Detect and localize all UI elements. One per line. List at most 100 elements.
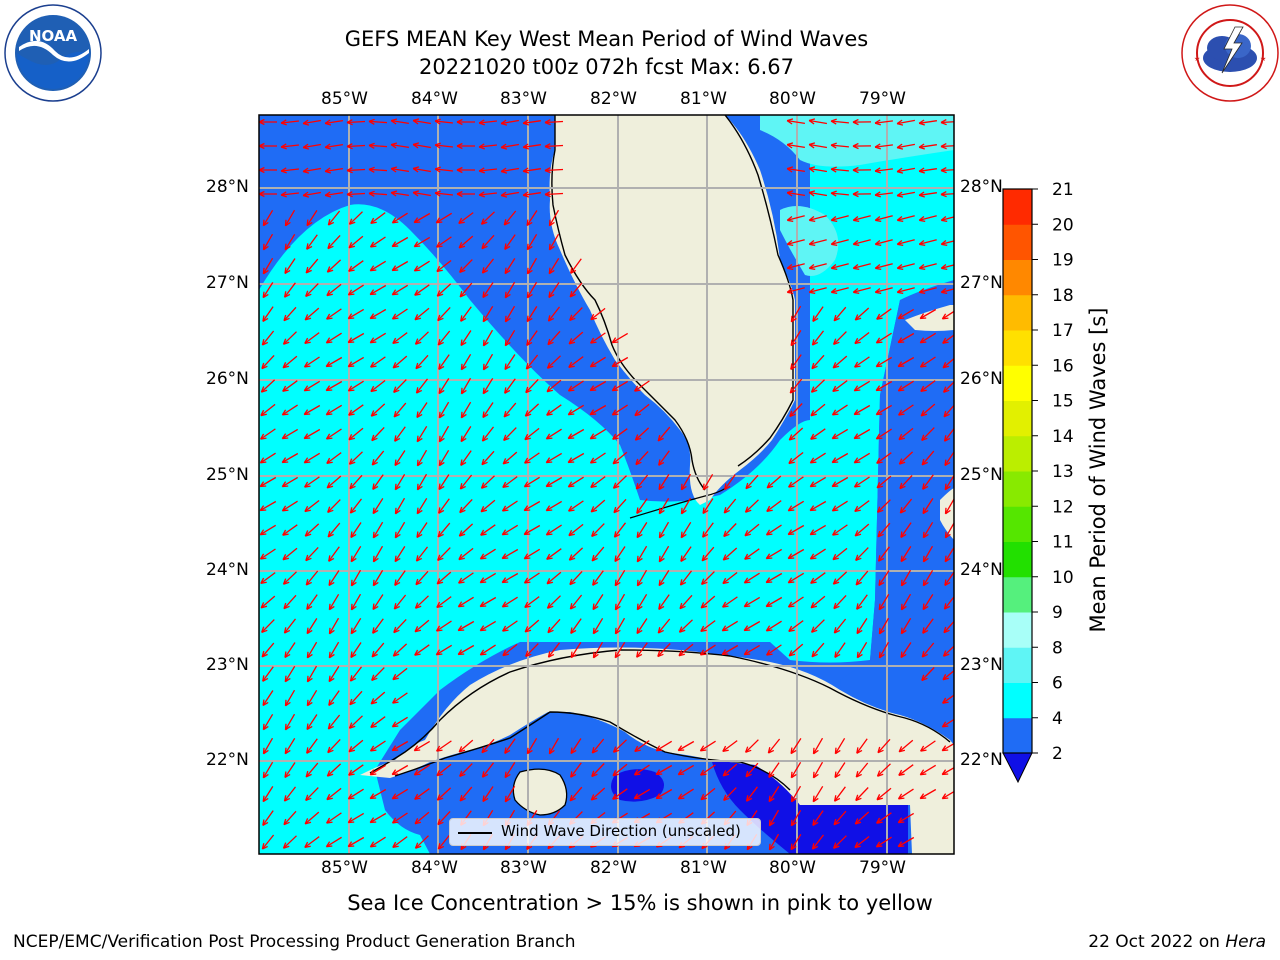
wave-direction-arrow [347,332,365,344]
wave-direction-arrow [328,593,340,611]
wave-direction-arrowhead [373,533,379,539]
wave-direction-arrowhead [414,842,419,849]
wave-direction-arrowhead [350,627,353,634]
wave-direction-arrowhead [589,361,595,368]
wave-direction-arrow [547,330,561,346]
wave-direction-arrowhead [371,701,378,705]
wave-direction-arrow [349,451,363,465]
wave-direction-arrowhead [765,601,771,607]
wave-direction-arrow [283,571,297,585]
wave-direction-arrowhead [456,118,463,123]
wave-direction-arrow [305,546,319,562]
wave-direction-arrowhead [852,145,859,150]
wave-direction-arrow [591,546,605,562]
wave-direction-arrow [809,287,827,293]
wave-direction-arrowhead [724,845,731,850]
wave-direction-arrowhead [940,215,947,221]
wave-direction-arrow [347,836,365,848]
wave-direction-arrowhead [526,365,532,370]
wave-direction-arrow [832,355,848,369]
wave-direction-arrowhead [461,389,467,395]
wave-direction-arrowhead [259,553,265,560]
wave-direction-arrow [919,263,937,269]
wave-direction-arrowhead [414,602,419,609]
wave-direction-arrowhead [282,362,287,369]
wave-direction-arrow [834,642,846,658]
wave-direction-arrowhead [722,653,729,656]
wave-direction-arrowhead [614,581,621,587]
wave-direction-arrowhead [944,483,947,490]
wave-direction-arrow [544,144,564,148]
wave-direction-arrow [787,263,805,269]
wave-direction-arrowhead [923,533,929,539]
wave-direction-arrowhead [876,365,883,368]
wave-direction-arrowhead [436,601,441,608]
wave-direction-arrowhead [261,365,268,370]
wave-direction-arrowhead [635,458,639,465]
wave-direction-arrowhead [810,626,815,633]
wave-direction-arrowhead [920,773,927,776]
wave-direction-arrowhead [417,461,423,467]
wave-direction-arrowhead [746,797,753,802]
wave-direction-arrow [394,570,406,586]
wave-direction-arrowhead [568,461,575,464]
wave-direction-arrowhead [326,817,331,824]
wave-direction-arrow [348,739,364,753]
wave-direction-arrowhead [634,749,641,753]
wave-direction-arrowhead [637,605,643,611]
wave-direction-arrow [371,450,385,466]
wave-direction-arrow [416,449,428,467]
wave-direction-arrowhead [503,413,510,418]
wave-direction-arrowhead [790,389,796,394]
wave-direction-arrowhead [438,845,445,850]
wave-direction-arrowhead [413,769,419,776]
wave-direction-arrowhead [284,675,287,682]
wave-direction-arrowhead [790,771,793,778]
wave-direction-arrowhead [854,818,859,825]
wave-direction-arrow [325,404,343,416]
wave-direction-arrowhead [414,317,422,321]
wave-direction-arrowhead [261,629,268,634]
wave-direction-arrowhead [306,675,309,682]
wave-direction-arrowhead [900,653,907,659]
wave-direction-arrow [788,643,804,657]
wave-direction-arrowhead [702,507,705,514]
lon-tick-top: 83°W [500,89,547,109]
wave-direction-arrowhead [853,433,859,439]
wave-direction-arrowhead [879,629,885,635]
wave-direction-arrow [500,119,520,125]
wave-direction-arrowhead [811,653,818,658]
wave-direction-arrow [348,788,364,800]
wave-direction-arrow [787,524,805,536]
wave-direction-arrowhead [481,749,488,754]
wave-direction-arrowhead [940,121,947,126]
wave-direction-arrow [854,835,870,849]
wave-direction-arrow [325,356,343,368]
wave-direction-arrowhead [613,509,620,514]
wave-direction-arrowhead [437,530,441,538]
wave-direction-arrowhead [940,263,947,269]
wave-direction-arrowhead [348,218,353,225]
wave-direction-arrowhead [896,194,904,198]
wave-direction-arrow [942,310,954,320]
wave-direction-arrowhead [767,747,771,754]
wave-direction-arrow [369,788,387,800]
wave-direction-arrow [613,522,627,538]
wave-direction-arrow [634,427,650,441]
wave-direction-arrowhead [390,142,398,146]
wave-direction-arrowhead [282,529,287,536]
wave-direction-arrowhead [326,770,331,777]
wave-direction-arrow [658,521,670,539]
wave-direction-arrowhead [504,245,511,250]
wave-direction-arrowhead [830,192,837,197]
wave-direction-arrowhead [853,243,860,247]
wave-direction-arrowhead [504,771,507,778]
wave-direction-arrowhead [677,769,683,775]
wave-direction-arrow [658,570,670,586]
wave-direction-arrowhead [658,459,661,466]
lat-tick-right: 28°N [960,177,1003,197]
wave-direction-arrowhead [766,533,773,536]
wave-direction-arrowhead [568,554,573,561]
wave-direction-arrow [502,643,518,657]
wave-direction-arrowhead [305,797,312,802]
